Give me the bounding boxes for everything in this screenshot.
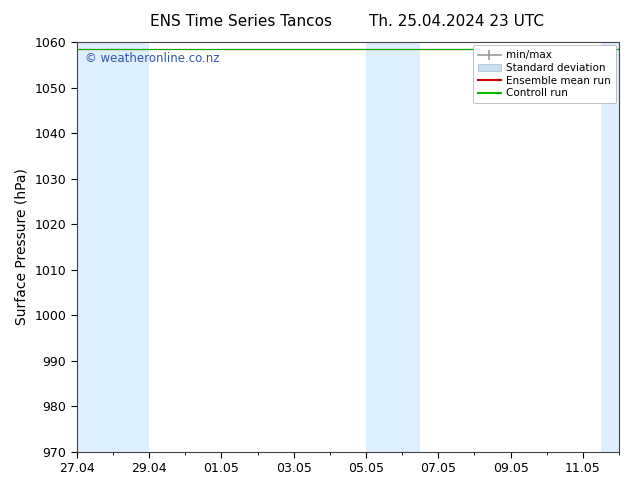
Text: Th. 25.04.2024 23 UTC: Th. 25.04.2024 23 UTC	[369, 14, 544, 29]
Y-axis label: Surface Pressure (hPa): Surface Pressure (hPa)	[15, 169, 29, 325]
Legend: min/max, Standard deviation, Ensemble mean run, Controll run: min/max, Standard deviation, Ensemble me…	[472, 45, 616, 103]
Text: ENS Time Series Tancos: ENS Time Series Tancos	[150, 14, 332, 29]
Text: © weatheronline.co.nz: © weatheronline.co.nz	[85, 52, 219, 65]
Bar	[366, 42, 420, 452]
Bar	[77, 42, 149, 452]
Bar	[601, 42, 619, 452]
